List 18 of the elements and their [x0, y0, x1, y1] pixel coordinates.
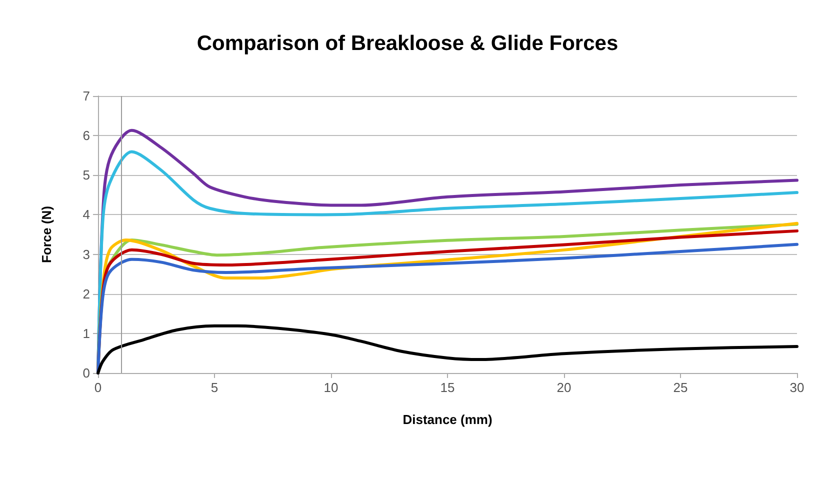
chart-title: Comparison of Breakloose & Glide Forces	[196, 32, 618, 55]
y-tick-label: 1	[82, 326, 90, 341]
y-tick-label: 5	[82, 168, 90, 183]
y-tick-label: 2	[82, 286, 90, 302]
y-tick-label: 7	[82, 88, 90, 104]
x-tick-label: 30	[790, 380, 804, 395]
x-tick-label: 20	[556, 380, 572, 395]
y-tick-label: 0	[82, 366, 90, 380]
x-tick-label: 10	[324, 380, 338, 395]
x-tick-label: 15	[440, 380, 455, 395]
y-tick-label: 4	[82, 207, 90, 222]
x-tick-label: 25	[673, 380, 688, 395]
y-axis-title: Force (N)	[39, 206, 54, 264]
y-tick-label: 6	[82, 128, 90, 144]
x-tick-label: 0	[94, 380, 102, 395]
y-tick-label: 3	[82, 246, 90, 262]
x-tick-label: 5	[210, 380, 218, 395]
x-axis-title: Distance (mm)	[402, 412, 492, 427]
